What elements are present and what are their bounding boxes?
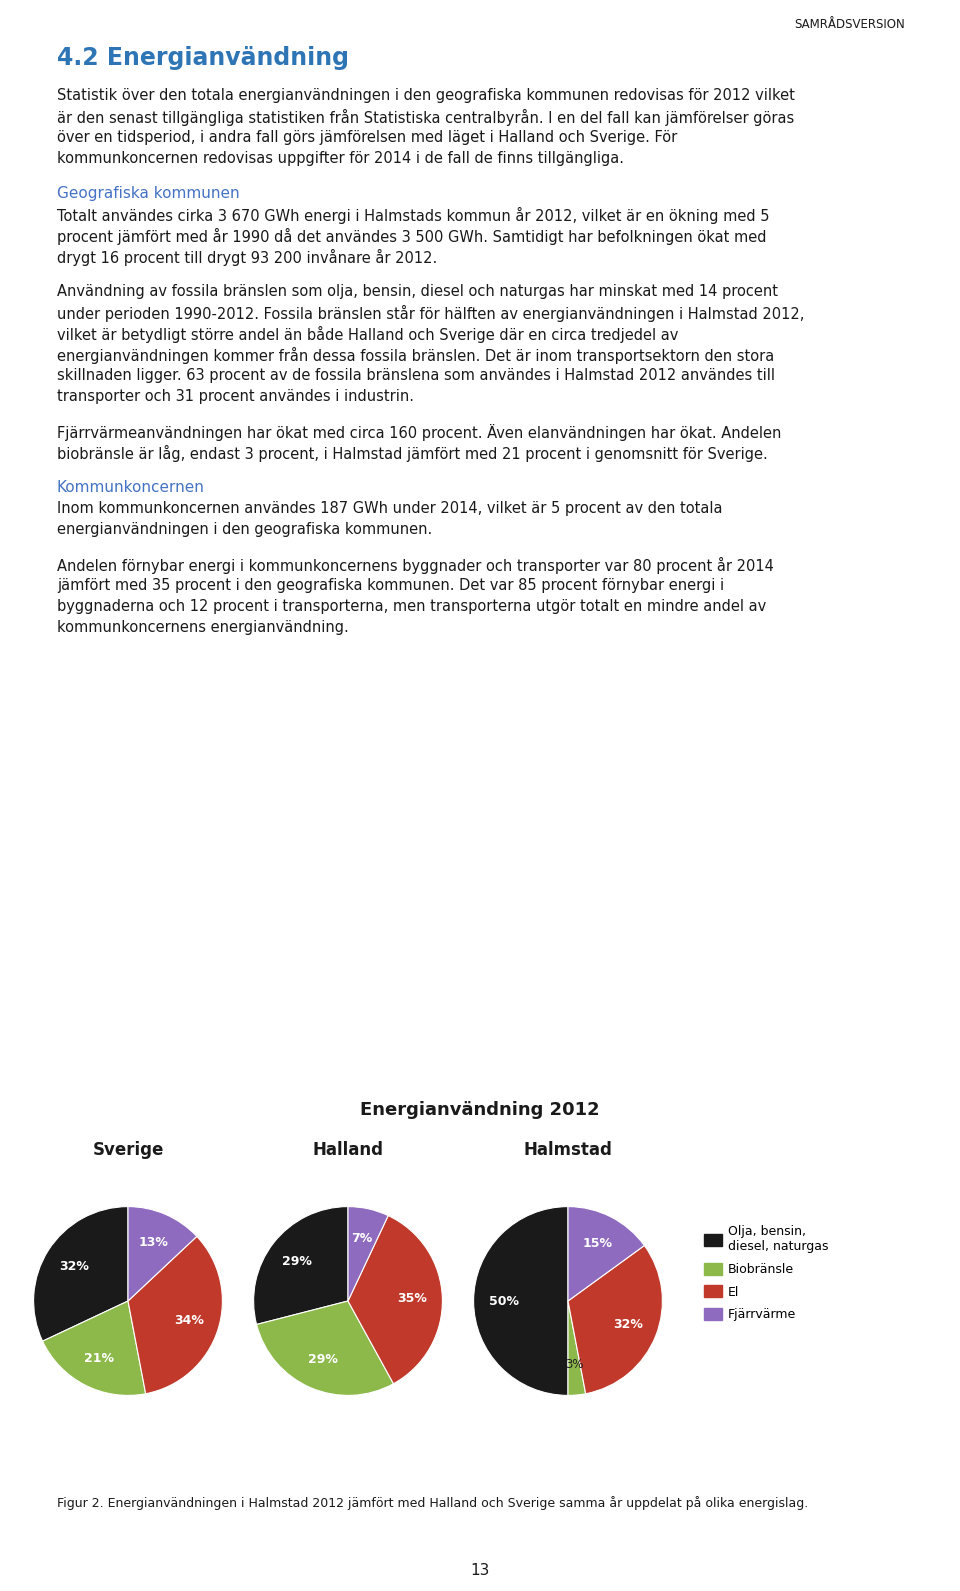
Text: energianvändningen i den geografiska kommunen.: energianvändningen i den geografiska kom… — [57, 522, 432, 538]
Text: Användning av fossila bränslen som olja, bensin, diesel och naturgas har minskat: Användning av fossila bränslen som olja,… — [57, 285, 778, 299]
Text: procent jämfört med år 1990 då det användes 3 500 GWh. Samtidigt har befolkninge: procent jämfört med år 1990 då det använ… — [57, 228, 766, 245]
Text: Inom kommunkoncernen användes 187 GWh under 2014, vilket är 5 procent av den tot: Inom kommunkoncernen användes 187 GWh un… — [57, 501, 723, 515]
Wedge shape — [128, 1236, 223, 1394]
Text: 50%: 50% — [489, 1295, 518, 1308]
Wedge shape — [348, 1216, 443, 1384]
Text: 32%: 32% — [59, 1260, 88, 1273]
Text: Fjärrvärmeanvändningen har ökat med circa 160 procent. Även elanvändningen har ö: Fjärrvärmeanvändningen har ökat med circ… — [57, 423, 781, 441]
Text: vilket är betydligt större andel än både Halland och Sverige där en circa tredje: vilket är betydligt större andel än både… — [57, 326, 679, 344]
Legend: Olja, bensin,
diesel, naturgas, Biobränsle, El, Fjärrvärme: Olja, bensin, diesel, naturgas, Biobräns… — [705, 1225, 828, 1321]
Text: Statistik över den totala energianvändningen i den geografiska kommunen redovisa: Statistik över den totala energianvändni… — [57, 88, 795, 103]
Text: energianvändningen kommer från dessa fossila bränslen. Det är inom transportsekt: energianvändningen kommer från dessa fos… — [57, 347, 775, 364]
Text: drygt 16 procent till drygt 93 200 invånare år 2012.: drygt 16 procent till drygt 93 200 invån… — [57, 250, 437, 266]
Text: 34%: 34% — [174, 1314, 204, 1327]
Text: 15%: 15% — [582, 1238, 612, 1251]
Wedge shape — [128, 1206, 197, 1301]
Text: 29%: 29% — [307, 1354, 338, 1367]
Text: kommunkoncernens energianvändning.: kommunkoncernens energianvändning. — [57, 620, 348, 635]
Text: Halmstad: Halmstad — [523, 1141, 612, 1158]
Text: Sverige: Sverige — [92, 1141, 164, 1158]
Text: transporter och 31 procent användes i industrin.: transporter och 31 procent användes i in… — [57, 390, 414, 404]
Text: 4.2 Energianvändning: 4.2 Energianvändning — [57, 46, 349, 70]
Wedge shape — [256, 1301, 394, 1395]
Text: kommunkoncernen redovisas uppgifter för 2014 i de fall de finns tillgängliga.: kommunkoncernen redovisas uppgifter för … — [57, 151, 624, 165]
Text: jämfört med 35 procent i den geografiska kommunen. Det var 85 procent förnybar e: jämfört med 35 procent i den geografiska… — [57, 578, 724, 593]
Text: 3%: 3% — [564, 1359, 584, 1371]
Text: SAMRÅDSVERSION: SAMRÅDSVERSION — [794, 18, 905, 30]
Text: Kommunkoncernen: Kommunkoncernen — [57, 480, 204, 495]
Text: Figur 2. Energianvändningen i Halmstad 2012 jämfört med Halland och Sverige samm: Figur 2. Energianvändningen i Halmstad 2… — [57, 1496, 808, 1510]
Text: Andelen förnybar energi i kommunkoncernens byggnader och transporter var 80 proc: Andelen förnybar energi i kommunkoncerne… — [57, 557, 774, 574]
Text: 7%: 7% — [351, 1231, 372, 1244]
Text: biobränsle är låg, endast 3 procent, i Halmstad jämfört med 21 procent i genomsn: biobränsle är låg, endast 3 procent, i H… — [57, 445, 768, 461]
Text: 32%: 32% — [612, 1317, 642, 1332]
Text: 21%: 21% — [84, 1352, 114, 1365]
Text: Totalt användes cirka 3 670 GWh energi i Halmstads kommun år 2012, vilket är en : Totalt användes cirka 3 670 GWh energi i… — [57, 207, 770, 224]
Text: under perioden 1990-2012. Fossila bränslen står för hälften av energianvändninge: under perioden 1990-2012. Fossila bränsl… — [57, 305, 804, 321]
Text: 35%: 35% — [397, 1292, 427, 1306]
Text: 29%: 29% — [282, 1255, 312, 1268]
Wedge shape — [568, 1206, 644, 1301]
Wedge shape — [568, 1301, 586, 1395]
Text: skillnaden ligger. 63 procent av de fossila bränslena som användes i Halmstad 20: skillnaden ligger. 63 procent av de foss… — [57, 368, 775, 383]
Text: Energianvändning 2012: Energianvändning 2012 — [360, 1101, 600, 1118]
Wedge shape — [473, 1206, 568, 1395]
Text: Geografiska kommunen: Geografiska kommunen — [57, 186, 240, 200]
Text: är den senast tillgängliga statistiken från Statistiska centralbyrån. I en del f: är den senast tillgängliga statistiken f… — [57, 110, 794, 126]
Wedge shape — [34, 1206, 128, 1341]
Text: byggnaderna och 12 procent i transporterna, men transporterna utgör totalt en mi: byggnaderna och 12 procent i transporter… — [57, 598, 766, 614]
Wedge shape — [42, 1301, 146, 1395]
Text: över en tidsperiod, i andra fall görs jämförelsen med läget i Halland och Sverig: över en tidsperiod, i andra fall görs jä… — [57, 130, 677, 145]
Wedge shape — [253, 1206, 348, 1324]
Text: 13%: 13% — [138, 1236, 168, 1249]
Wedge shape — [348, 1206, 388, 1301]
Wedge shape — [568, 1246, 662, 1394]
Text: Halland: Halland — [313, 1141, 383, 1158]
Text: 13: 13 — [470, 1562, 490, 1578]
